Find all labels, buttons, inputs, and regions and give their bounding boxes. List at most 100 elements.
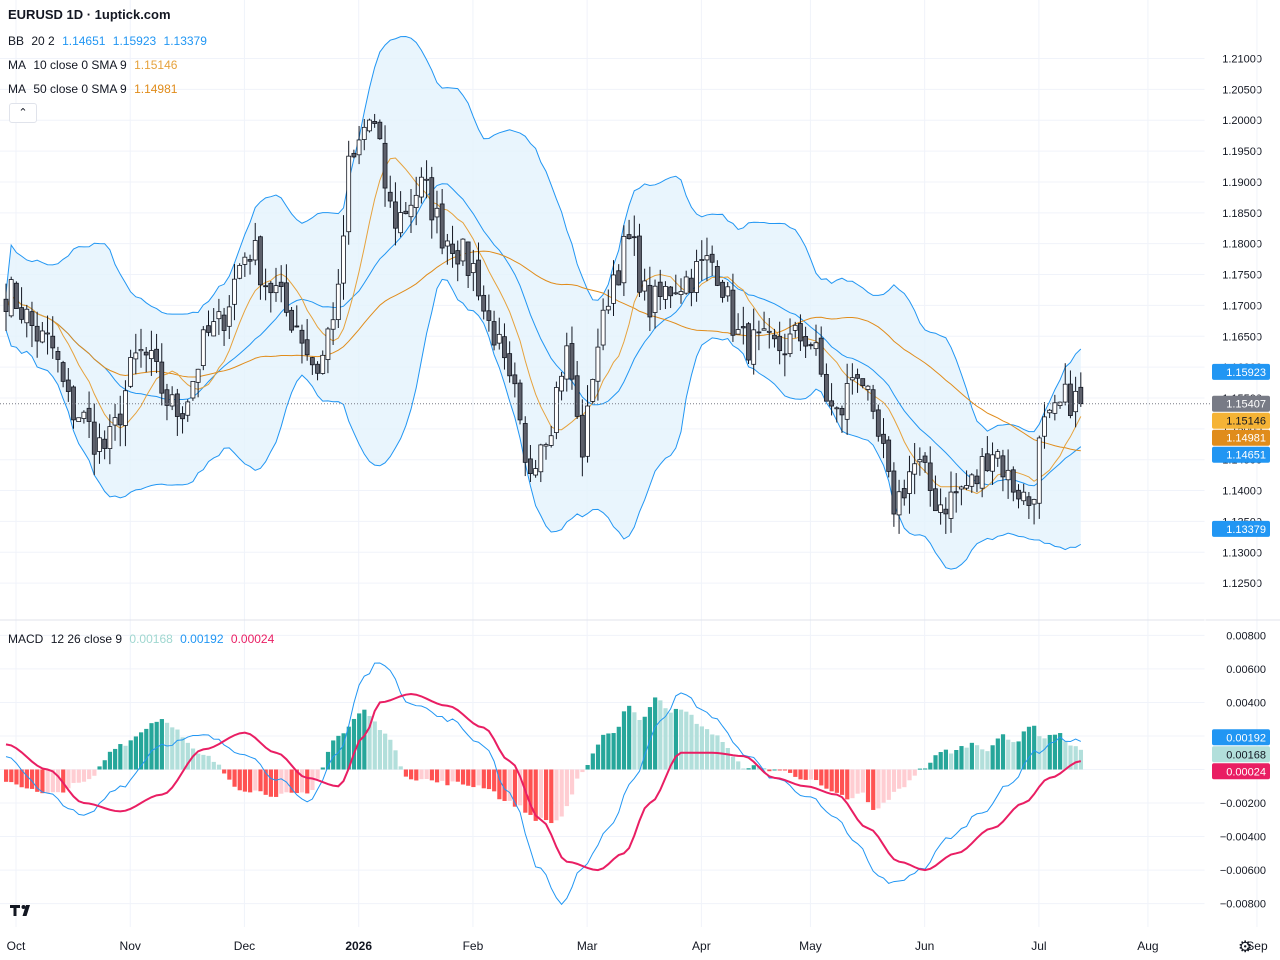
bb-upper-value: 1.15923	[112, 34, 157, 48]
bb-legend-row[interactable]: BB 20 2 1.14651 1.15923 1.13379	[8, 34, 211, 48]
time-axis-label: Sep	[1246, 939, 1268, 953]
macd-histogram-bar	[403, 769, 409, 777]
macd-histogram-bar	[263, 769, 268, 795]
macd-legend-row[interactable]: MACD 12 26 close 9 0.00168 0.00192 0.000…	[8, 632, 278, 646]
candle-body	[123, 390, 128, 426]
candle-body	[76, 417, 82, 422]
price-axis-label: 1.12500	[1222, 578, 1262, 590]
macd-histogram-bar	[440, 769, 445, 781]
macd-histogram-bar	[1058, 733, 1063, 770]
macd-histogram-bar	[227, 769, 232, 780]
candle-body	[823, 373, 829, 402]
macd-histogram-bar	[954, 750, 959, 770]
macd-histogram-bar	[824, 769, 829, 789]
candle-body	[1052, 402, 1058, 414]
candle-body	[870, 389, 876, 412]
candle-body	[174, 393, 180, 417]
candle-body	[367, 119, 372, 132]
tradingview-logo-icon[interactable]	[8, 900, 38, 920]
candle-body	[948, 491, 954, 519]
macd-tag: 0.00024	[1226, 766, 1266, 778]
macd-histogram-bar	[258, 769, 263, 792]
macd-histogram-bar	[481, 769, 486, 789]
macd-histogram-bar	[289, 769, 294, 793]
macd-histogram-bar	[1006, 739, 1011, 770]
time-axis-label: Apr	[692, 939, 711, 953]
time-axis-label: 2026	[345, 939, 372, 953]
time-axis-label: Mar	[577, 939, 598, 953]
candle-body	[13, 282, 19, 309]
candle-body	[289, 309, 294, 331]
macd-histogram-bar	[1011, 742, 1016, 770]
macd-histogram-bar	[627, 705, 632, 770]
candle-body	[772, 334, 777, 340]
candle-body	[112, 417, 118, 426]
candle-body	[86, 407, 92, 422]
candle-body	[335, 283, 341, 321]
candle-body	[39, 330, 45, 343]
ma50-label: MA	[8, 82, 26, 96]
candle-body	[517, 382, 523, 421]
time-axis-label: Jun	[915, 939, 934, 953]
macd-histogram-bar	[388, 739, 393, 770]
candle-body	[81, 411, 87, 419]
bb-basis-value: 1.14651	[62, 34, 106, 48]
candle-body	[688, 277, 694, 293]
candle-body	[481, 294, 487, 312]
macd-histogram-bar	[1068, 745, 1073, 770]
macd-histogram-bar	[928, 762, 933, 770]
candle-body	[1047, 409, 1053, 414]
candle-body	[408, 204, 414, 218]
macd-histogram-bar	[917, 768, 923, 770]
macd-histogram-bar	[331, 740, 336, 770]
macd-histogram-bar	[933, 755, 938, 770]
candle-body	[97, 437, 102, 452]
macd-histogram-bar	[788, 769, 793, 773]
macd-histogram-bar	[689, 714, 694, 770]
macd-histogram-bar	[113, 748, 118, 770]
macd-histogram-bar	[362, 709, 367, 770]
macd-histogram-bar	[538, 769, 544, 818]
macd-histogram-bar	[284, 769, 289, 793]
macd-histogram-bar	[320, 767, 325, 770]
ma50-params: 50 close 0 SMA 9	[33, 82, 127, 96]
bb-label: BB	[8, 34, 25, 48]
macd-histogram-bar	[50, 769, 55, 793]
price-tag-bg	[1212, 363, 1270, 380]
macd-histogram-bar	[237, 769, 242, 791]
candle-body	[559, 375, 564, 392]
candle-body	[226, 306, 232, 327]
candle-body	[933, 488, 938, 512]
macd-histogram-bar	[585, 765, 590, 770]
candle-body	[974, 475, 980, 485]
candle-body	[341, 235, 346, 284]
candle-body	[875, 409, 881, 437]
candle-body	[491, 321, 497, 346]
candle-body	[304, 339, 310, 356]
price-tag-bg	[1212, 395, 1270, 412]
macd-histogram-bar	[434, 769, 440, 783]
collapse-legend-button[interactable]: ⌃	[9, 103, 37, 123]
candle-body	[543, 444, 549, 447]
macd-histogram-bar	[1073, 746, 1078, 770]
macd-axis-label: 0.00400	[1226, 697, 1266, 709]
ma10-legend-row[interactable]: MA 10 close 0 SMA 9 1.15146	[8, 58, 181, 72]
candle-body	[398, 212, 404, 234]
price-axis-label: 1.19000	[1222, 177, 1262, 189]
candle-body	[548, 435, 554, 446]
macd-histogram-bar	[315, 769, 320, 779]
bollinger-basis-line	[5, 183, 1082, 487]
macd-histogram-bar	[87, 769, 92, 780]
macd-histogram-bar	[1032, 725, 1037, 770]
macd-histogram-bar	[29, 769, 35, 789]
candle-body	[1021, 491, 1027, 502]
settings-gear-icon[interactable]: ⚙	[1238, 939, 1253, 956]
candle-body	[1062, 383, 1068, 403]
candle-body	[502, 336, 507, 359]
candle-body	[1005, 469, 1011, 481]
ma50-legend-row[interactable]: MA 50 close 0 SMA 9 1.14981	[8, 82, 181, 96]
candle-body	[901, 488, 907, 499]
candle-body	[216, 311, 222, 320]
candle-body	[979, 456, 985, 489]
